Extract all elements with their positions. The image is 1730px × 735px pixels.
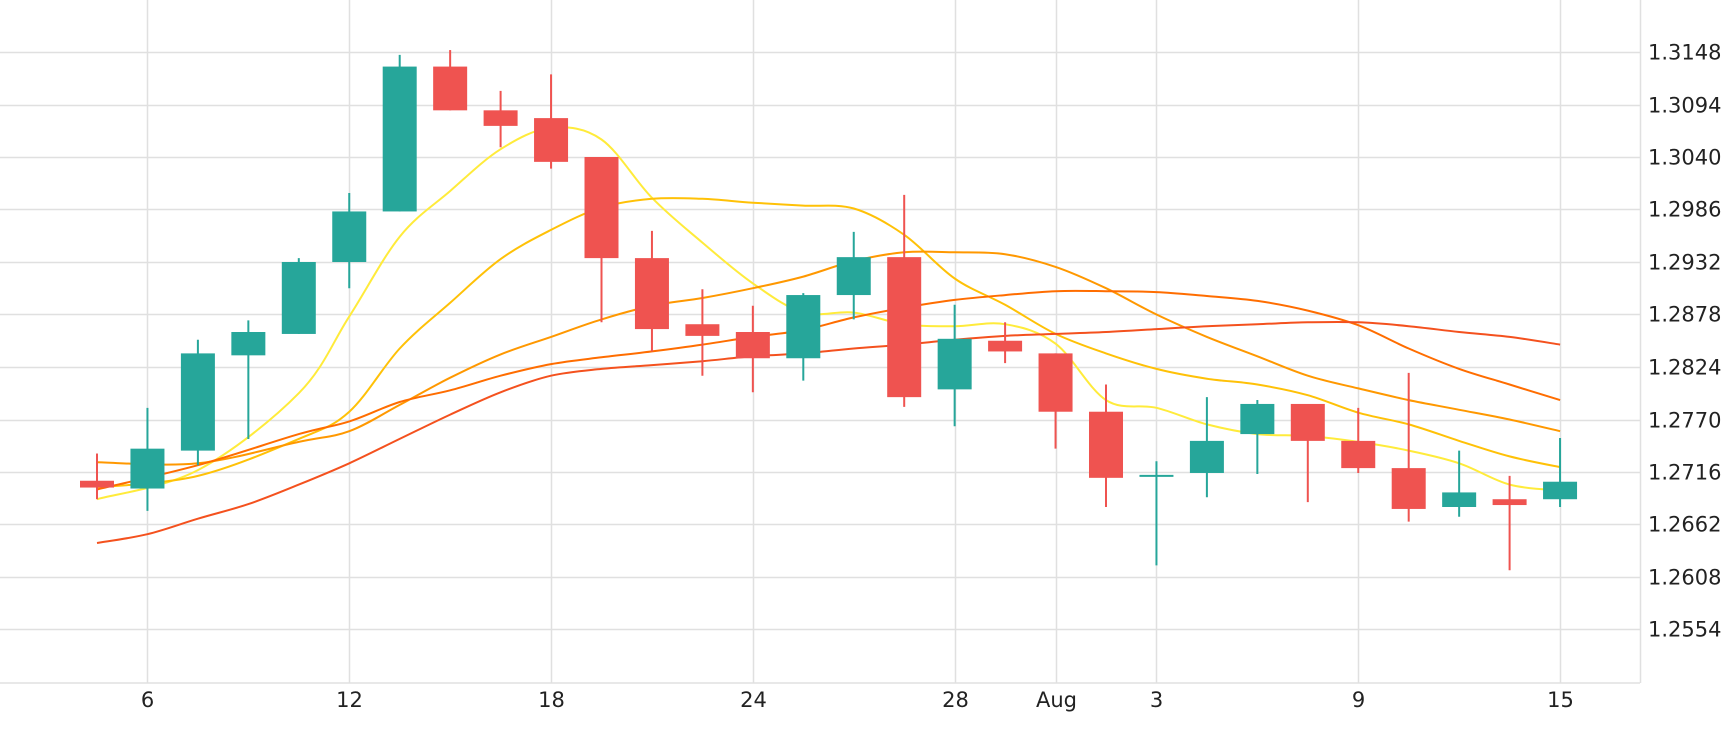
x-tick-label: 12 [336, 688, 363, 712]
candle [1442, 450, 1477, 517]
candle [1189, 397, 1224, 498]
candle-body [887, 257, 922, 398]
y-tick-label: 1.3148 [1648, 41, 1721, 65]
candle [988, 322, 1023, 364]
candle-body [534, 118, 569, 162]
y-tick-label: 1.3094 [1648, 94, 1721, 118]
candle-body [988, 340, 1023, 352]
moving-average-line [96, 289, 1561, 491]
candle [433, 50, 468, 111]
candle-body [1341, 440, 1376, 469]
x-tick-label: 24 [740, 688, 767, 712]
candle-body [937, 338, 972, 390]
y-tick-label: 1.2554 [1648, 618, 1721, 642]
candle [1341, 407, 1376, 473]
candle [1492, 475, 1527, 571]
x-axis: 6 12 18 24 28 Aug 3 9 15 [141, 688, 1574, 712]
candle-body [1089, 411, 1123, 478]
candle [634, 230, 669, 352]
y-tick-label: 1.2608 [1648, 566, 1721, 590]
candle [836, 231, 871, 320]
candle [937, 304, 972, 427]
candle [1240, 400, 1275, 474]
x-tick-label: Aug [1036, 688, 1077, 712]
candle-body [483, 110, 518, 126]
candle [483, 90, 518, 148]
candle-body [231, 332, 266, 356]
candle [735, 305, 770, 393]
candle-body [332, 211, 367, 262]
candle [1139, 461, 1174, 566]
candle-body [1290, 403, 1325, 441]
candle [786, 293, 821, 381]
candle-body [634, 258, 669, 330]
x-tick-label: 6 [141, 688, 154, 712]
candle [584, 157, 619, 323]
candle [887, 194, 922, 407]
candle-body [1240, 403, 1275, 435]
candle-body [1038, 353, 1073, 412]
y-tick-label: 1.2662 [1648, 513, 1721, 537]
candle-body [382, 66, 417, 212]
x-tick-label: 9 [1352, 688, 1365, 712]
y-axis: 1.3148 1.3094 1.3040 1.2986 1.2932 1.2878 1.28… [1648, 41, 1721, 642]
candle-body [735, 332, 770, 359]
candle [231, 320, 266, 439]
candle [281, 258, 316, 334]
candle [1290, 403, 1325, 503]
candle-body [180, 353, 215, 451]
x-tick-label: 18 [538, 688, 565, 712]
moving-average-line [96, 196, 1561, 489]
candle-body [1189, 440, 1224, 473]
candle [534, 74, 569, 169]
y-tick-label: 1.2878 [1648, 303, 1721, 327]
candle [382, 54, 417, 212]
x-tick-label: 3 [1150, 688, 1163, 712]
moving-average-line [96, 126, 1561, 501]
x-tick-label: 15 [1547, 688, 1574, 712]
y-tick-label: 1.3040 [1648, 146, 1721, 170]
candle-body [836, 257, 871, 296]
candle-body [584, 157, 619, 259]
candle [1038, 353, 1073, 449]
moving-average-line [96, 320, 1561, 544]
y-tick-label: 1.2824 [1648, 356, 1721, 380]
candle-body [1492, 499, 1527, 506]
candle-body [281, 262, 316, 334]
moving-average-lines [96, 126, 1561, 544]
y-tick-label: 1.2770 [1648, 409, 1721, 433]
x-tick-label: 28 [942, 688, 969, 712]
candles [80, 50, 1578, 571]
y-tick-label: 1.2932 [1648, 251, 1721, 275]
candle [1543, 437, 1578, 507]
y-tick-label: 1.2716 [1648, 461, 1721, 485]
candle-body [1391, 468, 1426, 509]
y-tick-label: 1.2986 [1648, 198, 1721, 222]
candle [1391, 372, 1426, 522]
candle-body [786, 295, 821, 359]
candle-body [130, 448, 165, 489]
candle [1089, 384, 1123, 507]
candle [685, 289, 720, 376]
candle-body [685, 324, 720, 336]
candle-body [1543, 481, 1578, 500]
candle [130, 407, 165, 511]
candle [80, 453, 114, 500]
candle [332, 192, 367, 289]
candle-body [433, 66, 468, 111]
candle-body [1442, 492, 1477, 507]
candle [180, 339, 215, 466]
candle-body [80, 480, 114, 488]
